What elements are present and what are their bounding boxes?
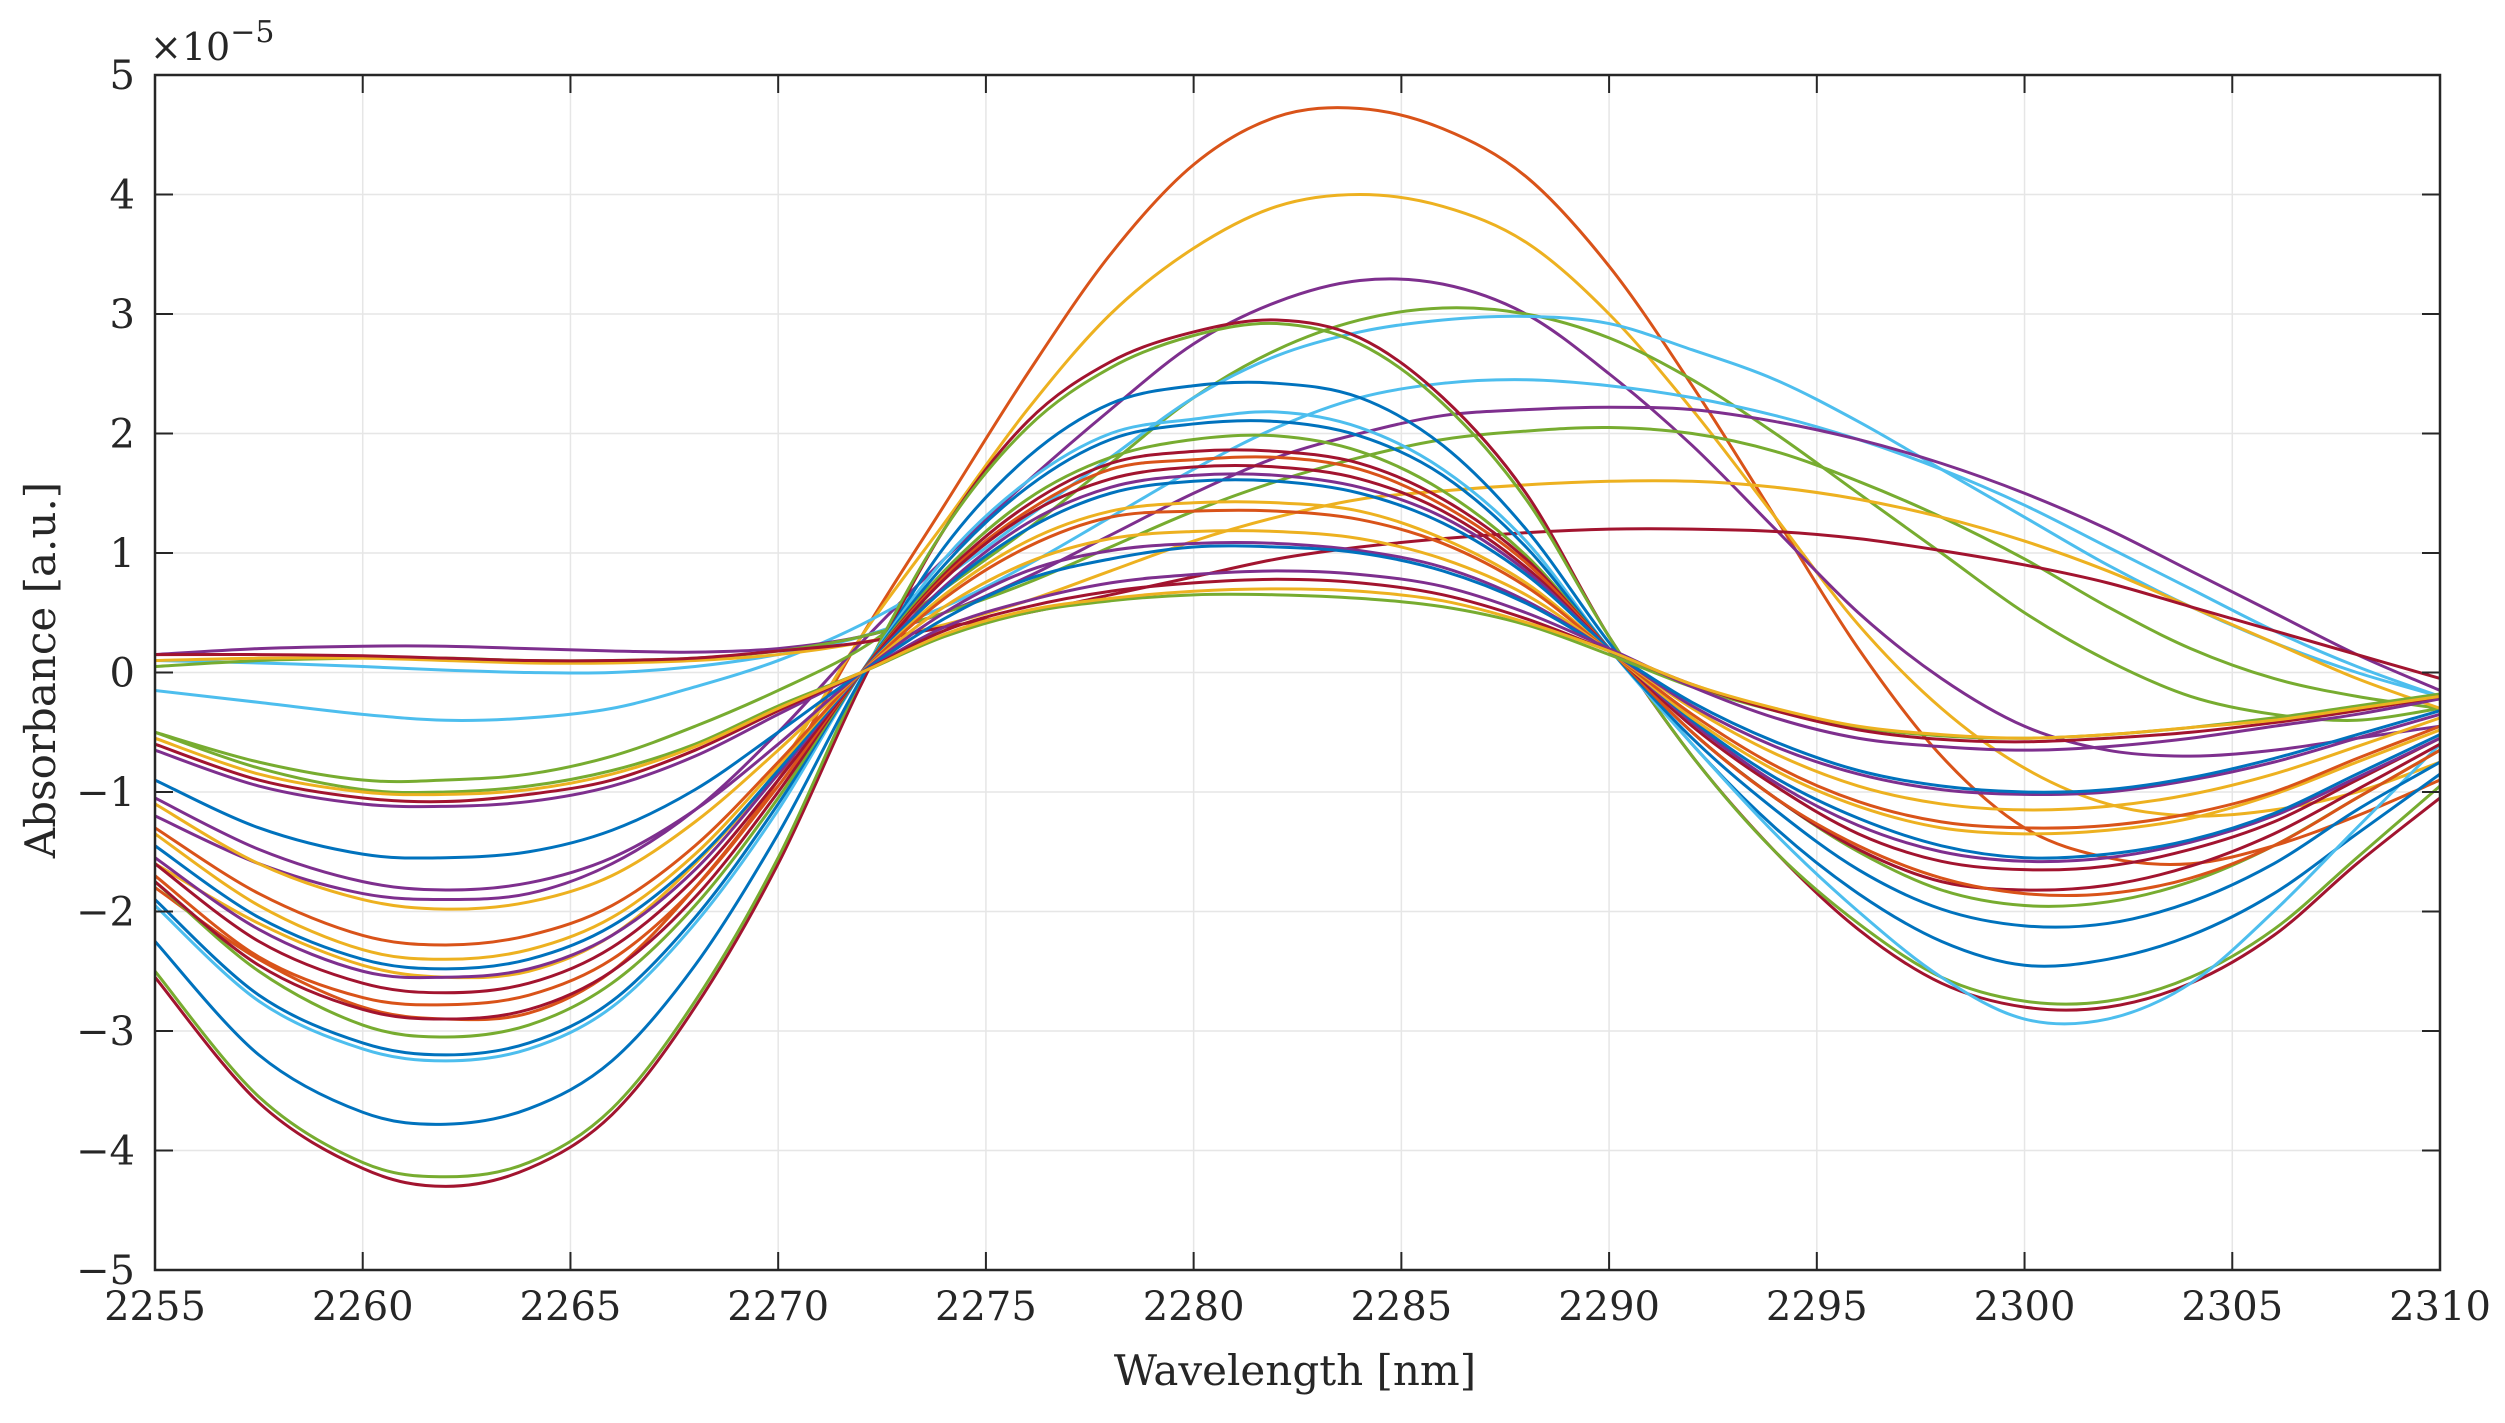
series-line-s18: [155, 455, 2440, 1007]
y-exponent-base: ×10: [150, 25, 230, 69]
y-exponent-label: ×10−5: [150, 15, 274, 69]
series-line-s07: [155, 405, 2440, 692]
x-tick-label: 2280: [1143, 1284, 1245, 1330]
ticks: [154, 74, 2441, 1271]
x-tick-label: 2285: [1350, 1284, 1452, 1330]
series-line-s20: [155, 472, 2440, 980]
series-line-s12: [155, 321, 2440, 1179]
y-tick-label: 3: [110, 292, 135, 338]
x-tick-label: 2275: [935, 1284, 1037, 1330]
series-line-s03: [155, 277, 2440, 902]
y-tick-label: −5: [76, 1248, 135, 1294]
y-tick-label: 2: [110, 412, 135, 458]
series-line-s24: [155, 529, 2440, 911]
series-line-s23: [155, 508, 2440, 947]
series-line-s13: [155, 380, 2440, 1126]
series-line-s17: [155, 448, 2440, 1021]
y-tick-label: 0: [110, 651, 135, 697]
series-line-s19: [155, 463, 2440, 995]
y-tick-label: −1: [76, 770, 135, 816]
x-tick-label: 2295: [1766, 1284, 1868, 1330]
series-line-s04: [155, 306, 2440, 784]
tick-labels: 2255 2260 2265 2270 2275 2280 2285 2290 2295 2300…: [76, 53, 2491, 1330]
series-line-s09: [155, 479, 2440, 710]
x-tick-label: 2290: [1558, 1284, 1660, 1330]
x-tick-label: 2255: [104, 1284, 206, 1330]
series-line-s14: [155, 410, 2440, 1063]
y-tick-label: 1: [110, 531, 135, 577]
series-line-s28: [155, 569, 2440, 809]
y-tick-label: 4: [110, 173, 135, 219]
y-axis-label: Absorbance [a.u.]: [16, 482, 65, 859]
y-tick-label: −3: [76, 1009, 135, 1055]
series-line-s30: [155, 587, 2440, 797]
series-line-s26: [155, 544, 2440, 860]
series-line-s10: [155, 527, 2440, 680]
y-tick-label: −4: [76, 1129, 135, 1175]
series-line-s22: [155, 500, 2440, 961]
x-tick-label: 2265: [520, 1284, 622, 1330]
series-line-s29: [155, 577, 2440, 804]
series-line-s16: [155, 433, 2440, 1039]
x-axis-label: Wavelength [nm]: [1114, 1346, 1476, 1395]
x-tick-label: 2260: [312, 1284, 414, 1330]
series-line-s25: [155, 541, 2440, 892]
y-exponent-power: −5: [230, 15, 274, 50]
x-tick-label: 2300: [1974, 1284, 2076, 1330]
x-tick-label: 2270: [727, 1284, 829, 1330]
y-tick-label: 5: [110, 53, 135, 99]
series-line-s15: [155, 419, 2440, 1057]
series-line-s11: [155, 318, 2440, 1188]
series-line-s05: [155, 314, 2440, 722]
y-tick-label: −2: [76, 890, 135, 936]
series-group: [155, 106, 2440, 1188]
x-tick-label: 2310: [2389, 1284, 2491, 1330]
series-line-s21: [155, 478, 2440, 971]
x-tick-label: 2305: [2181, 1284, 2283, 1330]
